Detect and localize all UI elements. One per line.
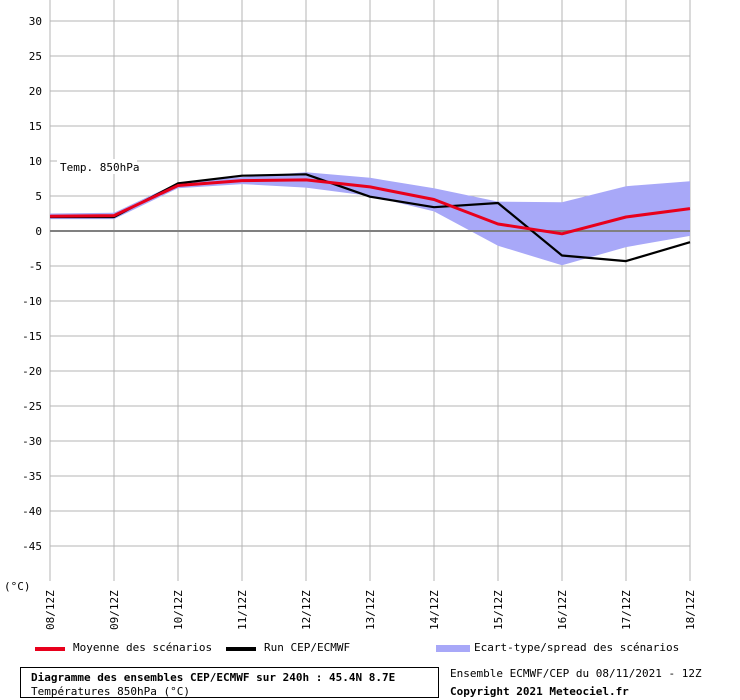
legend-swatch-run <box>226 647 256 651</box>
y-tick-label: -20 <box>22 365 42 378</box>
x-tick-label: 13/12Z <box>364 590 377 630</box>
y-tick-label: -25 <box>22 400 42 413</box>
chart-title: Diagramme des ensembles CEP/ECMWF sur 24… <box>31 671 396 684</box>
y-tick-label: -30 <box>22 435 42 448</box>
annotation-background <box>57 159 137 174</box>
x-tick-label: 08/12Z <box>44 590 57 630</box>
legend-swatch-mean <box>35 647 65 651</box>
legend-label-spread: Ecart-type/spread des scénarios <box>474 641 680 654</box>
x-tick-label: 12/12Z <box>300 590 313 630</box>
legend-swatch-spread <box>436 645 470 652</box>
y-tick-label: -35 <box>22 470 42 483</box>
y-tick-label: -40 <box>22 505 42 518</box>
series-line-mean <box>49 178 691 236</box>
x-tick-label: 15/12Z <box>492 590 505 630</box>
y-tick-label: -10 <box>22 295 42 308</box>
y-axis-unit: (°C) <box>4 580 31 593</box>
x-tick-label: 17/12Z <box>620 590 633 630</box>
x-tick-label: 16/12Z <box>556 590 569 630</box>
x-tick-label: 14/12Z <box>428 590 441 630</box>
x-tick-label: 18/12Z <box>684 590 697 630</box>
series-layer <box>49 173 691 263</box>
y-tick-label: 10 <box>29 155 42 168</box>
grid-lines <box>49 0 691 581</box>
y-tick-label: 0 <box>35 225 42 238</box>
x-tick-label: 11/12Z <box>236 590 249 630</box>
chart-subtitle: Températures 850hPa (°C) <box>31 685 190 698</box>
y-tick-labels: 30 25 20 15 10 5 0 -5 -10 -15 -20 -25 -30 -35 -40 -45 <box>22 15 42 553</box>
chart-title-box: Diagramme des ensembles CEP/ECMWF sur 24… <box>20 667 439 698</box>
y-tick-label: 5 <box>35 190 42 203</box>
y-tick-label: -5 <box>29 260 42 273</box>
legend-label-mean: Moyenne des scénarios <box>73 641 213 654</box>
chart-annotation: Temp. 850hPa <box>60 161 139 174</box>
run-info: Ensemble ECMWF/CEP du 08/11/2021 - 12Z <box>450 667 702 680</box>
y-tick-label: 30 <box>29 15 42 28</box>
y-tick-label: -45 <box>22 540 42 553</box>
x-tick-labels: 08/12Z 09/12Z 10/12Z 11/12Z 12/12Z 13/12Z 14/1… <box>44 590 697 630</box>
x-tick-label: 09/12Z <box>108 590 121 630</box>
y-tick-label: 25 <box>29 50 42 63</box>
y-tick-label: 15 <box>29 120 42 133</box>
legend-label-run: Run CEP/ECMWF <box>264 641 351 654</box>
ensemble-chart: 30 25 20 15 10 5 0 -5 -10 -15 -20 -25 -30 -35 -40 -45 0… <box>4 0 697 630</box>
spread-band <box>50 172 690 266</box>
y-tick-label: 20 <box>29 85 42 98</box>
x-tick-label: 10/12Z <box>172 590 185 630</box>
spread-band-layer <box>50 172 690 266</box>
copyright-text: Copyright 2021 Meteociel.fr <box>450 685 629 698</box>
y-tick-label: -15 <box>22 330 42 343</box>
